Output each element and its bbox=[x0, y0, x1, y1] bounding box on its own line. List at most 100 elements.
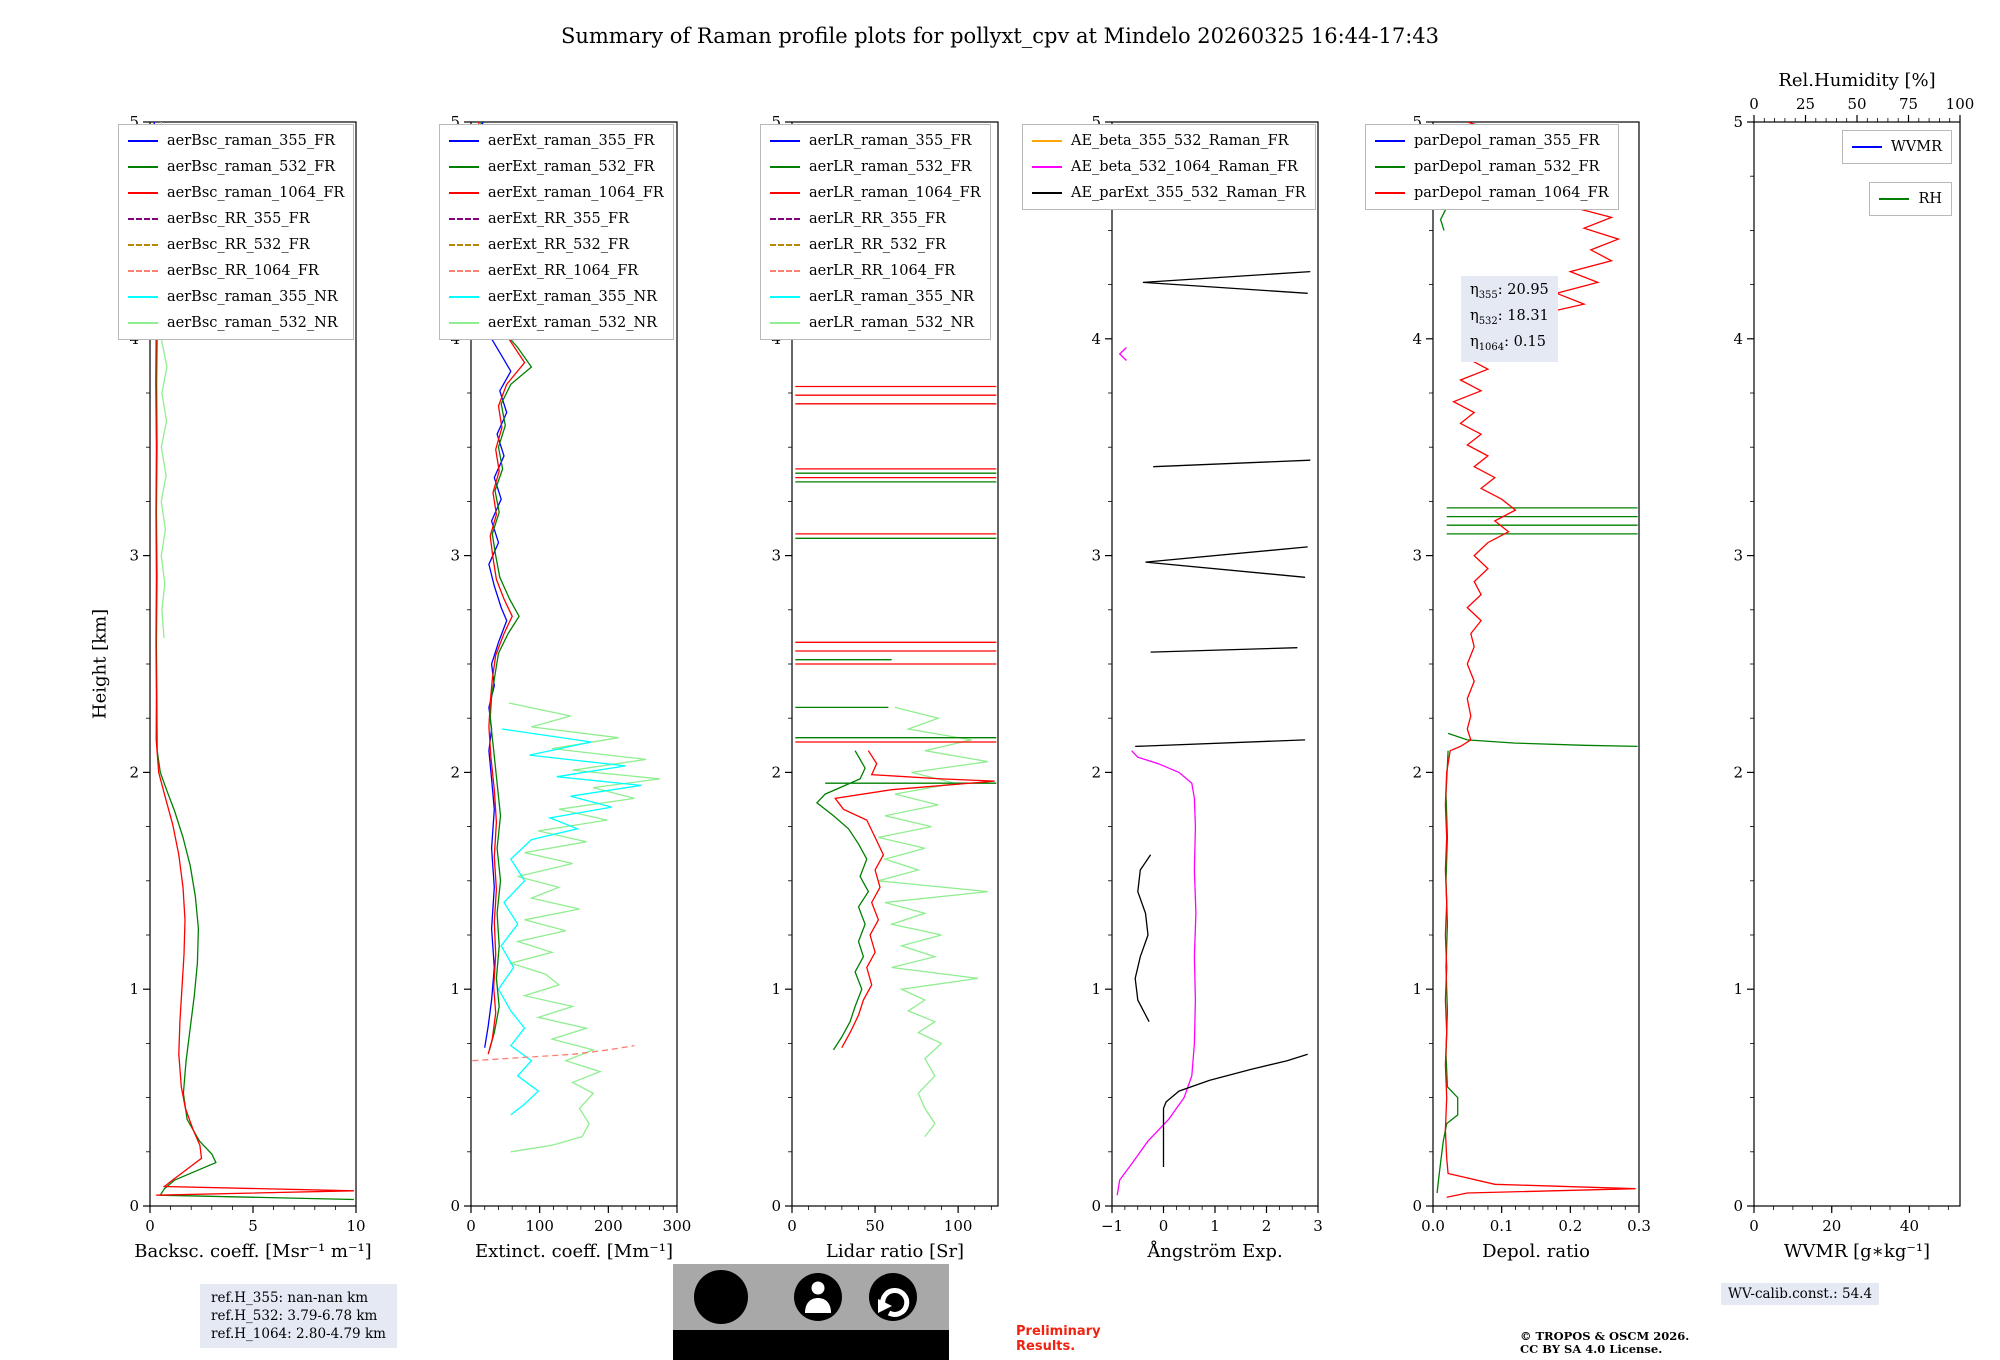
legend-entry: aerExt_RR_1064_FR bbox=[449, 258, 664, 284]
legend-label: parDepol_raman_1064_FR bbox=[1414, 185, 1609, 201]
legend-line-sample bbox=[1032, 140, 1062, 142]
cc-badge-bottom-bar bbox=[673, 1330, 949, 1360]
top-tick-label: 75 bbox=[1899, 95, 1918, 113]
legend-entry: aerExt_RR_355_FR bbox=[449, 206, 664, 232]
y-tick-label: 1 bbox=[129, 980, 139, 998]
legend-entry: aerLR_RR_355_FR bbox=[770, 206, 981, 232]
x-tick-label: 5 bbox=[248, 1217, 258, 1235]
legend-label: parDepol_raman_355_FR bbox=[1414, 133, 1600, 149]
legend-entry: aerLR_raman_355_NR bbox=[770, 284, 981, 310]
x-tick-label: 0 bbox=[1749, 1217, 1759, 1235]
panel-frame bbox=[1111, 121, 1319, 1207]
legend-line-sample bbox=[1851, 146, 1882, 148]
x-tick-label: 0.3 bbox=[1627, 1217, 1651, 1235]
y-tick-label: 0 bbox=[1733, 1197, 1743, 1215]
legend-label: aerExt_RR_355_FR bbox=[488, 211, 629, 227]
series-aerExt_raman_355_NR bbox=[497, 728, 642, 1116]
legend-line-sample bbox=[770, 192, 800, 194]
y-tick-label: 4 bbox=[1412, 330, 1422, 348]
legend-entry: parDepol_raman_532_FR bbox=[1375, 154, 1609, 180]
x-tick-label: 300 bbox=[663, 1217, 692, 1235]
legend-line-sample bbox=[128, 192, 158, 194]
legend-entry: aerLR_raman_532_FR bbox=[770, 154, 981, 180]
legend-label: aerExt_raman_1064_FR bbox=[488, 185, 664, 201]
legend-label: parDepol_raman_532_FR bbox=[1414, 159, 1600, 175]
y-tick-label: 1 bbox=[1733, 980, 1743, 998]
series-aerLR_raman_1064_FR bbox=[795, 385, 997, 1049]
panel-backscatter: 0123450510Backsc. coeff. [Msr⁻¹ m⁻¹] bbox=[129, 113, 371, 1262]
x-tick-label: 200 bbox=[594, 1217, 623, 1235]
legend-entry: aerBsc_RR_532_FR bbox=[128, 232, 344, 258]
x-tick-label: 0 bbox=[145, 1217, 155, 1235]
y-tick-label: 4 bbox=[1733, 330, 1743, 348]
legend-label: WVMR bbox=[1890, 139, 1942, 155]
y-tick-label: 5 bbox=[1412, 113, 1422, 131]
y-tick-label: 3 bbox=[771, 547, 781, 565]
depol-calibration-annotation: η355: 20.95 η532: 18.31 η1064: 0.15 bbox=[1461, 276, 1558, 362]
legend-label: aerBsc_raman_532_NR bbox=[167, 315, 338, 331]
legend-extinction: aerExt_raman_355_FR aerExt_raman_532_FR ae… bbox=[439, 124, 674, 340]
legend-entry: aerExt_raman_532_NR bbox=[449, 310, 664, 336]
legend-entry: aerExt_raman_355_FR bbox=[449, 128, 664, 154]
legend-entry: WVMR bbox=[1851, 134, 1942, 160]
legend-label: AE_parExt_355_532_Raman_FR bbox=[1071, 185, 1306, 201]
x-axis-label-angstrom: Ångström Exp. bbox=[1146, 1240, 1282, 1262]
legend-entry: aerExt_RR_532_FR bbox=[449, 232, 664, 258]
x-axis-label-wvmr: WVMR [g∗kg⁻¹] bbox=[1784, 1241, 1930, 1262]
y-tick-label: 2 bbox=[771, 763, 781, 781]
legend-line-sample bbox=[770, 218, 800, 220]
legend-label: aerLR_raman_355_FR bbox=[809, 133, 972, 149]
legend-line-sample bbox=[1375, 192, 1405, 194]
legend-entry: aerBsc_RR_1064_FR bbox=[128, 258, 344, 284]
y-tick-label: 1 bbox=[450, 980, 460, 998]
series-aerLR_raman_532_FR bbox=[795, 472, 997, 1051]
cc-logo-text: CC bbox=[701, 1283, 741, 1312]
x-tick-label: 3 bbox=[1313, 1217, 1323, 1235]
legend-label: aerBsc_raman_355_NR bbox=[167, 289, 338, 305]
legend-entry: aerLR_RR_532_FR bbox=[770, 232, 981, 258]
legend-line-sample bbox=[770, 166, 800, 168]
y-tick-label: 0 bbox=[771, 1197, 781, 1215]
legend-label: AE_beta_355_532_Raman_FR bbox=[1071, 133, 1289, 149]
legend-backscatter: aerBsc_raman_355_FR aerBsc_raman_532_FR ae… bbox=[118, 124, 355, 340]
y-tick-label: 2 bbox=[1091, 763, 1101, 781]
legend-line-sample bbox=[449, 192, 479, 194]
y-tick-label: 4 bbox=[1091, 330, 1101, 348]
legend-depol_ratio: parDepol_raman_355_FR parDepol_raman_532_… bbox=[1365, 124, 1619, 210]
legend-line-sample bbox=[770, 270, 800, 272]
legend-entry: aerLR_raman_1064_FR bbox=[770, 180, 981, 206]
series-aerBsc_raman_532_FR bbox=[155, 327, 354, 1201]
x-tick-label: 0.1 bbox=[1490, 1217, 1514, 1235]
legend-entry: parDepol_raman_355_FR bbox=[1375, 128, 1609, 154]
legend-line-sample bbox=[1375, 166, 1405, 168]
y-tick-label: 5 bbox=[771, 113, 781, 131]
cc-sa-label: SA bbox=[880, 1337, 908, 1358]
figure-title: Summary of Raman profile plots for polly… bbox=[560, 24, 1440, 48]
y-tick-label: 3 bbox=[1412, 547, 1422, 565]
y-tick-label: 3 bbox=[129, 547, 139, 565]
ref-h-532: ref.H_532: 3.79-6.78 km bbox=[211, 1308, 378, 1324]
x-axis-label-extinction: Extinct. coeff. [Mm⁻¹] bbox=[475, 1241, 673, 1262]
y-tick-label: 3 bbox=[450, 547, 460, 565]
cc-logo-icon bbox=[694, 1270, 748, 1324]
legend-label: aerExt_raman_355_FR bbox=[488, 133, 655, 149]
legend-entry: aerBsc_raman_1064_FR bbox=[128, 180, 344, 206]
legend-label: aerLR_raman_532_FR bbox=[809, 159, 972, 175]
y-tick-label: 2 bbox=[1412, 763, 1422, 781]
legend-label: aerBsc_raman_1064_FR bbox=[167, 185, 345, 201]
panel-frame bbox=[1753, 121, 1961, 1207]
y-tick-label: 3 bbox=[1733, 547, 1743, 565]
series-aerExt_raman_532_NR bbox=[508, 702, 660, 1153]
series-aerExt_RR_1064_FR bbox=[472, 1044, 635, 1062]
cc-by-sa-badge: CC BY SA bbox=[673, 1264, 949, 1360]
legend-entry: AE_parExt_355_532_Raman_FR bbox=[1032, 180, 1306, 206]
y-tick-label: 0 bbox=[1091, 1197, 1101, 1215]
series-AE_beta_532_1064_Raman_FR bbox=[1116, 347, 1197, 1196]
legend-line-sample bbox=[449, 270, 479, 272]
x-tick-label: −1 bbox=[1101, 1217, 1123, 1235]
x-axis-label-backscatter: Backsc. coeff. [Msr⁻¹ m⁻¹] bbox=[134, 1241, 371, 1262]
panel-lidar_ratio: 012345050100Lidar ratio [Sr] bbox=[771, 113, 999, 1262]
